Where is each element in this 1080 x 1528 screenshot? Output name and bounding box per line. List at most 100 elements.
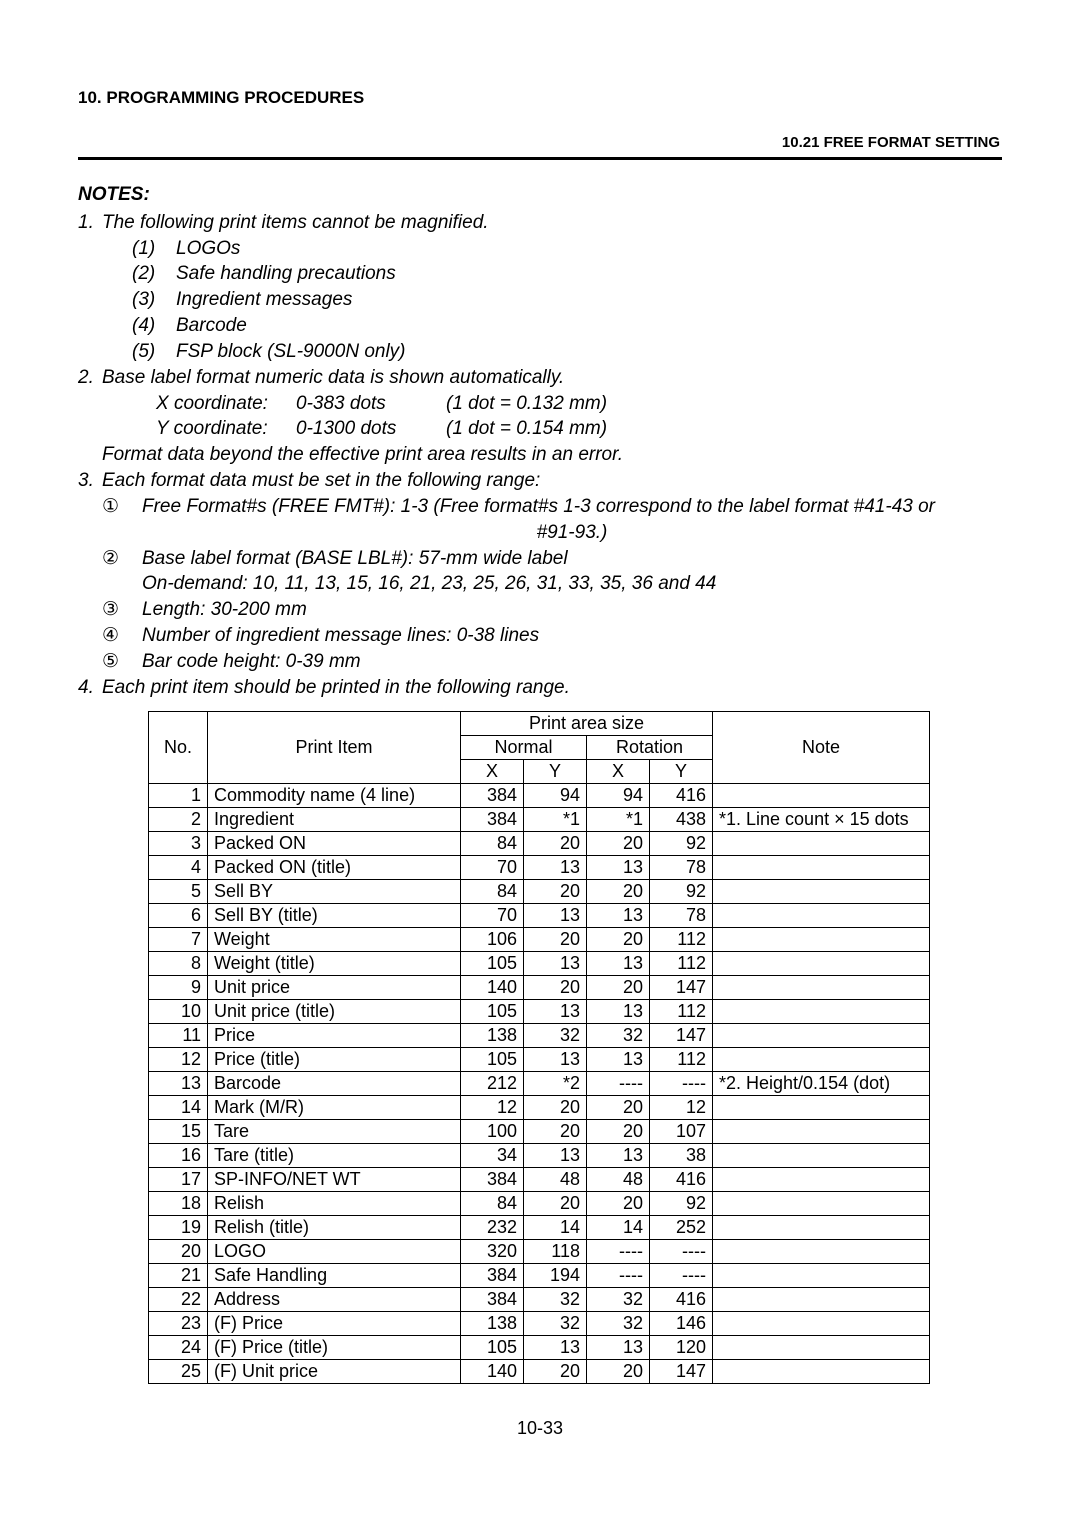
td-note <box>713 927 930 951</box>
td-item: Unit price <box>208 975 461 999</box>
coord-range: 0-1300 dots <box>296 416 446 442</box>
td-rx: 13 <box>587 1047 650 1071</box>
list-text: Number of ingredient message lines: 0-38… <box>142 623 1002 649</box>
td-rx: 20 <box>587 975 650 999</box>
list-text: Free Format#s (FREE FMT#): 1-3 (Free for… <box>142 494 1002 520</box>
td-nx: 70 <box>461 903 524 927</box>
td-rx: ---- <box>587 1071 650 1095</box>
td-note <box>713 1023 930 1047</box>
table-row: 1Commodity name (4 line)3849494416 <box>149 783 930 807</box>
td-rx: 13 <box>587 1335 650 1359</box>
td-ry: 146 <box>650 1311 713 1335</box>
td-ry: 112 <box>650 951 713 975</box>
td-rx: 20 <box>587 1119 650 1143</box>
td-ry: 38 <box>650 1143 713 1167</box>
coord-row: Y coordinate: 0-1300 dots (1 dot = 0.154… <box>156 416 1002 442</box>
td-no: 2 <box>149 807 208 831</box>
td-item: Ingredient <box>208 807 461 831</box>
td-rx: 94 <box>587 783 650 807</box>
td-ny: 94 <box>524 783 587 807</box>
table-row: 4Packed ON (title)70131378 <box>149 855 930 879</box>
circled-num: ① <box>102 494 142 520</box>
list-item: (4)Barcode <box>132 313 1002 339</box>
td-note <box>713 1287 930 1311</box>
td-no: 13 <box>149 1071 208 1095</box>
td-ry: 416 <box>650 783 713 807</box>
table-row: 14Mark (M/R)12202012 <box>149 1095 930 1119</box>
td-no: 7 <box>149 927 208 951</box>
td-ry: 252 <box>650 1215 713 1239</box>
list-text: Base label format (BASE LBL#): 57-mm wid… <box>142 546 1002 572</box>
td-note <box>713 1215 930 1239</box>
td-nx: 105 <box>461 1047 524 1071</box>
coord-range: 0-383 dots <box>296 391 446 417</box>
td-nx: 140 <box>461 975 524 999</box>
table-row: 3Packed ON84202092 <box>149 831 930 855</box>
th-ry: Y <box>650 759 713 783</box>
list-item: ①Free Format#s (FREE FMT#): 1-3 (Free fo… <box>102 494 1002 520</box>
td-no: 19 <box>149 1215 208 1239</box>
list-item: ②Base label format (BASE LBL#): 57-mm wi… <box>102 546 1002 572</box>
td-ny: 13 <box>524 1047 587 1071</box>
td-item: LOGO <box>208 1239 461 1263</box>
td-ny: *1 <box>524 807 587 831</box>
note-text: Base label format numeric data is shown … <box>102 367 564 388</box>
td-ry: 416 <box>650 1287 713 1311</box>
td-nx: 138 <box>461 1023 524 1047</box>
td-item: Commodity name (4 line) <box>208 783 461 807</box>
td-item: Relish <box>208 1191 461 1215</box>
list-item: ③Length: 30-200 mm <box>102 597 1002 623</box>
td-note <box>713 1095 930 1119</box>
td-rx: 20 <box>587 927 650 951</box>
table-row: 6Sell BY (title)70131378 <box>149 903 930 927</box>
table-row: 10Unit price (title)1051313112 <box>149 999 930 1023</box>
td-note <box>713 1119 930 1143</box>
list-text: Safe handling precautions <box>176 261 396 287</box>
td-nx: 138 <box>461 1311 524 1335</box>
note-text: Each print item should be printed in the… <box>102 677 570 698</box>
td-note <box>713 951 930 975</box>
note-3: 3.Each format data must be set in the fo… <box>78 468 1002 494</box>
td-rx: 20 <box>587 1191 650 1215</box>
td-no: 18 <box>149 1191 208 1215</box>
td-no: 15 <box>149 1119 208 1143</box>
note-1: 1.The following print items cannot be ma… <box>78 210 1002 236</box>
td-rx: ---- <box>587 1263 650 1287</box>
td-ry: 120 <box>650 1335 713 1359</box>
td-nx: 320 <box>461 1239 524 1263</box>
td-rx: 13 <box>587 903 650 927</box>
table-row: 21Safe Handling384194-------- <box>149 1263 930 1287</box>
th-ny: Y <box>524 759 587 783</box>
td-ny: 20 <box>524 1359 587 1383</box>
td-ry: 416 <box>650 1167 713 1191</box>
td-ry: 92 <box>650 831 713 855</box>
td-rx: 48 <box>587 1167 650 1191</box>
td-no: 16 <box>149 1143 208 1167</box>
td-item: Address <box>208 1287 461 1311</box>
table-head-row: No. Print Item Print area size Note <box>149 711 930 735</box>
list-num: (5) <box>132 339 176 365</box>
coord-row: X coordinate: 0-383 dots (1 dot = 0.132 … <box>156 391 1002 417</box>
td-no: 21 <box>149 1263 208 1287</box>
td-no: 25 <box>149 1359 208 1383</box>
td-ny: 20 <box>524 879 587 903</box>
list-text: Barcode <box>176 313 247 339</box>
list-cont: On-demand: 10, 11, 13, 15, 16, 21, 23, 2… <box>142 571 1002 597</box>
table-row: 9Unit price1402020147 <box>149 975 930 999</box>
td-rx: 20 <box>587 831 650 855</box>
td-nx: 384 <box>461 1167 524 1191</box>
td-no: 8 <box>149 951 208 975</box>
th-note: Note <box>713 711 930 783</box>
td-ry: 112 <box>650 1047 713 1071</box>
td-nx: 100 <box>461 1119 524 1143</box>
td-nx: 84 <box>461 879 524 903</box>
td-ny: 20 <box>524 975 587 999</box>
chapter-heading: 10. PROGRAMMING PROCEDURES <box>78 88 1002 108</box>
list-num: (2) <box>132 261 176 287</box>
list-item: (3)Ingredient messages <box>132 287 1002 313</box>
td-ry: 107 <box>650 1119 713 1143</box>
td-rx: 20 <box>587 1359 650 1383</box>
table-row: 24(F) Price (title)1051313120 <box>149 1335 930 1359</box>
list-text: Length: 30-200 mm <box>142 597 1002 623</box>
coord-label: X coordinate: <box>156 391 296 417</box>
